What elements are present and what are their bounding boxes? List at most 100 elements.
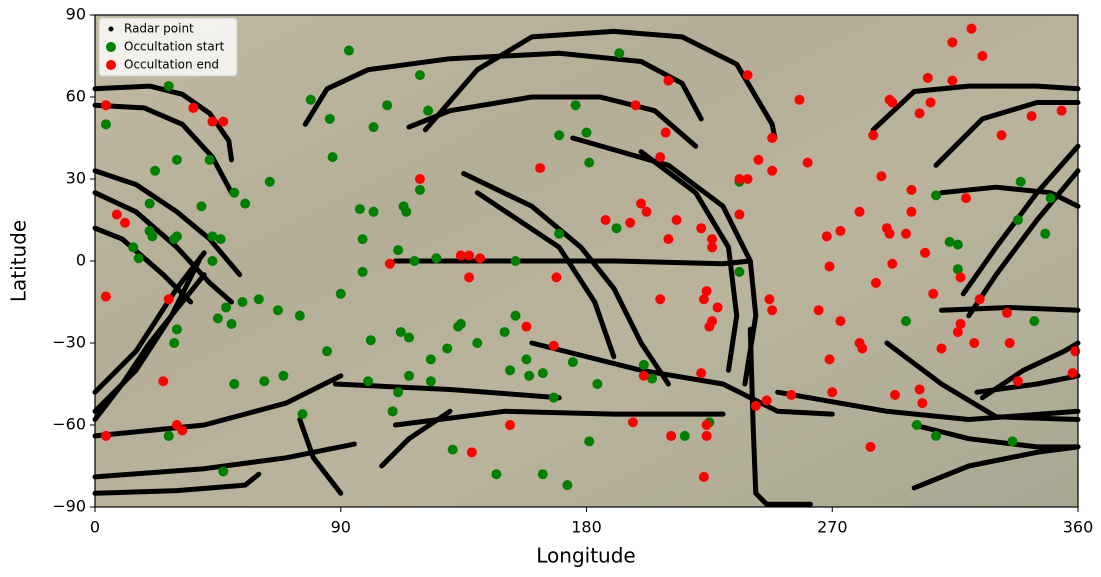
legend-marker	[106, 60, 116, 70]
scatter-point	[464, 251, 474, 261]
scatter-point	[571, 100, 581, 110]
scatter-point	[1007, 436, 1017, 446]
scatter-point	[500, 327, 510, 337]
scatter-point	[672, 215, 682, 225]
scatter-point	[213, 313, 223, 323]
scatter-point	[415, 185, 425, 195]
scatter-point	[612, 223, 622, 233]
scatter-point	[134, 253, 144, 263]
scatter-point	[112, 210, 122, 220]
scatter-point	[1013, 376, 1023, 386]
scatter-point	[696, 223, 706, 233]
scatter-point	[865, 442, 875, 452]
scatter-point	[655, 152, 665, 162]
scatter-point	[803, 158, 813, 168]
scatter-point	[997, 130, 1007, 140]
scatter-point	[218, 466, 228, 476]
scatter-point	[947, 37, 957, 47]
scatter-point	[467, 447, 477, 457]
scatter-point	[923, 73, 933, 83]
scatter-point	[240, 199, 250, 209]
scatter-point	[1046, 193, 1056, 203]
scatter-point	[259, 376, 269, 386]
scatter-point	[196, 201, 206, 211]
scatter-point	[614, 48, 624, 58]
y-tick-label: 90	[66, 5, 86, 24]
scatter-point	[221, 302, 231, 312]
scatter-point	[511, 311, 521, 321]
scatter-point	[625, 218, 635, 228]
scatter-point	[655, 294, 665, 304]
scatter-point	[713, 302, 723, 312]
scatter-point	[734, 210, 744, 220]
scatter-point	[415, 70, 425, 80]
scatter-point	[961, 193, 971, 203]
scatter-point	[912, 420, 922, 430]
scatter-point	[754, 155, 764, 165]
x-tick-label: 90	[331, 518, 351, 537]
legend-marker	[109, 27, 114, 32]
y-tick-label: −60	[52, 415, 86, 434]
x-tick-label: 360	[1063, 518, 1094, 537]
scatter-point	[915, 108, 925, 118]
scatter-point	[393, 387, 403, 397]
scatter-point	[521, 354, 531, 364]
scatter-point	[906, 207, 916, 217]
scatter-point	[423, 106, 433, 116]
scatter-point	[584, 158, 594, 168]
scatter-point	[584, 436, 594, 446]
scatter-point	[401, 207, 411, 217]
y-tick-label: 0	[76, 251, 86, 270]
scatter-point	[177, 425, 187, 435]
scatter-point	[699, 472, 709, 482]
scatter-point	[388, 406, 398, 416]
scatter-point	[207, 256, 217, 266]
scatter-point	[764, 294, 774, 304]
scatter-point	[601, 215, 611, 225]
scatter-point	[538, 469, 548, 479]
scatter-point	[551, 272, 561, 282]
scatter-point	[358, 234, 368, 244]
scatter-point	[901, 316, 911, 326]
scatter-point	[229, 188, 239, 198]
x-tick-label: 270	[817, 518, 848, 537]
scatter-point	[885, 229, 895, 239]
scatter-point	[505, 420, 515, 430]
scatter-point	[901, 229, 911, 239]
scatter-point	[767, 166, 777, 176]
scatter-point	[814, 305, 824, 315]
scatter-point	[322, 346, 332, 356]
scatter-point	[953, 240, 963, 250]
scatter-point	[306, 95, 316, 105]
scatter-point	[1016, 177, 1026, 187]
scatter-point	[1040, 229, 1050, 239]
scatter-point	[453, 322, 463, 332]
scatter-point	[147, 231, 157, 241]
scatter-point	[101, 100, 111, 110]
scatter-point	[762, 395, 772, 405]
scatter-point	[936, 343, 946, 353]
scatter-point	[150, 166, 160, 176]
scatter-point	[956, 272, 966, 282]
scatter-point	[101, 431, 111, 441]
scatter-point	[1013, 215, 1023, 225]
scatter-point	[696, 368, 706, 378]
scatter-point	[969, 338, 979, 348]
scatter-point	[505, 365, 515, 375]
radar-track	[395, 261, 750, 264]
scatter-point	[967, 24, 977, 34]
scatter-point	[631, 100, 641, 110]
scatter-point	[491, 469, 501, 479]
scatter-point	[426, 354, 436, 364]
scatter-point	[975, 294, 985, 304]
y-tick-label: −90	[52, 497, 86, 516]
scatter-point	[947, 76, 957, 86]
scatter-point	[164, 81, 174, 91]
scatter-point	[890, 390, 900, 400]
scatter-point	[876, 171, 886, 181]
scatter-point	[825, 354, 835, 364]
scatter-point	[666, 431, 676, 441]
scatter-point	[568, 357, 578, 367]
scatter-point	[931, 431, 941, 441]
scatter-point	[273, 305, 283, 315]
